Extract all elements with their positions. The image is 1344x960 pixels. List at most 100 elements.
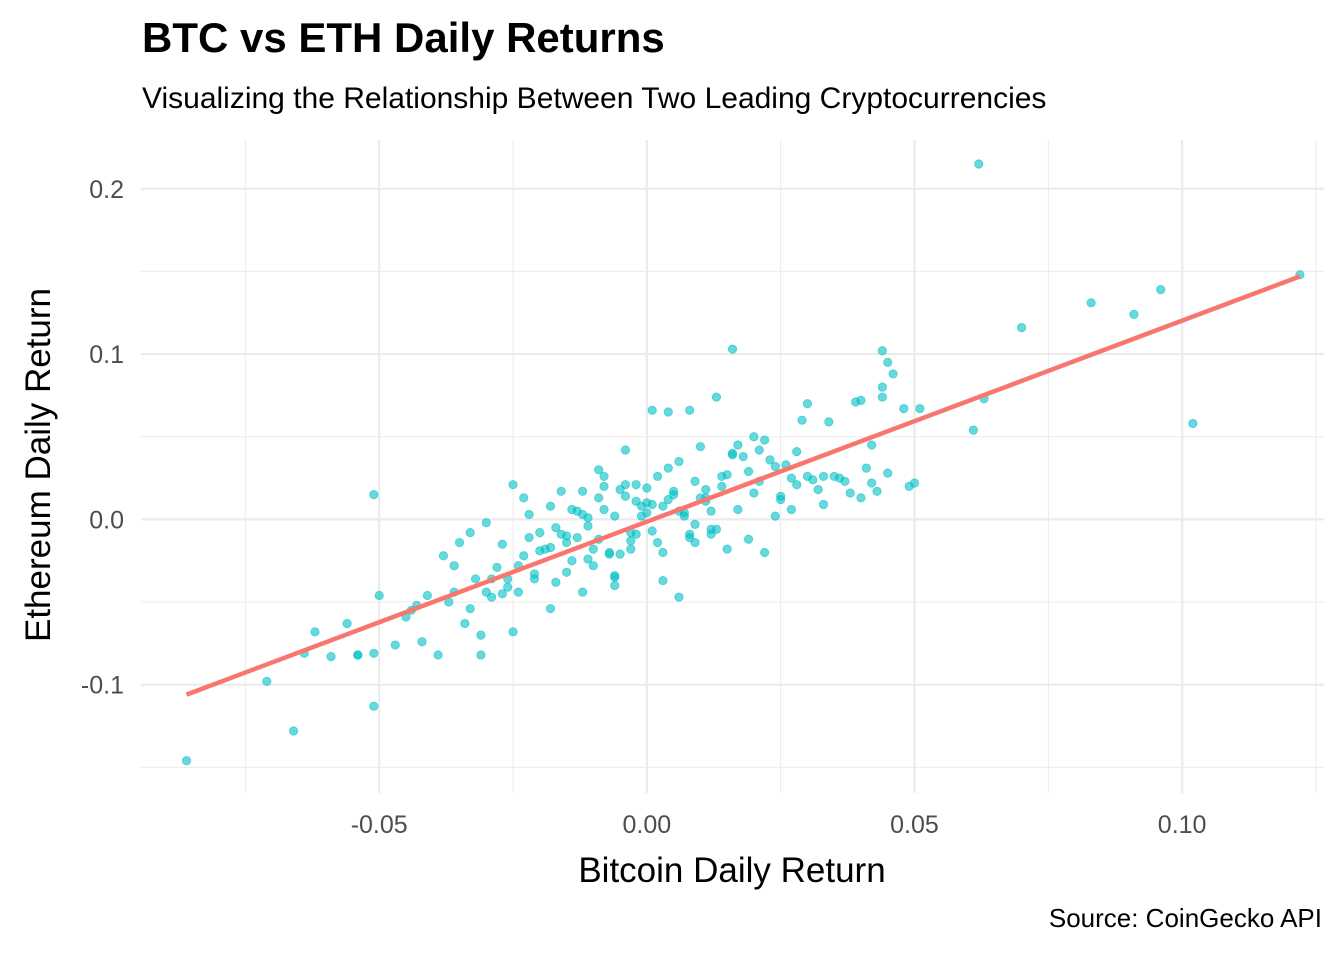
- x-axis-title: Bitcoin Daily Return: [578, 851, 885, 890]
- y-axis-ticks: -0.1 0.0 0.1 0.2: [81, 176, 124, 700]
- data-point: [877, 382, 887, 392]
- data-point: [685, 532, 695, 543]
- data-point: [465, 604, 475, 614]
- data-point: [620, 480, 631, 490]
- data-point: [508, 480, 518, 490]
- x-tick-label: 0.10: [1158, 811, 1207, 839]
- data-point: [743, 466, 754, 477]
- data-point: [513, 587, 523, 597]
- data-point: [342, 618, 352, 629]
- data-point: [765, 455, 775, 465]
- data-point: [834, 473, 845, 483]
- data-point: [583, 521, 593, 531]
- data-point: [476, 630, 486, 640]
- data-point: [647, 405, 657, 415]
- data-point: [583, 513, 593, 523]
- data-point: [658, 501, 668, 511]
- data-point: [433, 650, 443, 660]
- data-point: [390, 640, 400, 650]
- data-point: [727, 344, 738, 354]
- data-points: [181, 159, 1305, 766]
- data-point: [417, 637, 427, 647]
- data-point: [861, 463, 871, 473]
- data-point: [867, 478, 877, 488]
- data-point: [519, 493, 529, 503]
- data-point: [760, 547, 770, 558]
- data-point: [497, 539, 507, 549]
- data-point: [326, 652, 336, 662]
- data-point: [626, 544, 636, 554]
- data-point: [824, 417, 834, 427]
- data-point: [899, 404, 909, 414]
- chart-subtitle: Visualizing the Relationship Between Two…: [142, 82, 1047, 115]
- data-point: [631, 480, 641, 490]
- data-point: [588, 561, 598, 571]
- data-point: [615, 549, 625, 559]
- chart-title: BTC vs ETH Daily Returns: [142, 14, 665, 61]
- data-point: [915, 404, 925, 414]
- data-point: [642, 483, 652, 493]
- data-point: [727, 450, 738, 460]
- data-point: [353, 650, 363, 660]
- data-point: [717, 481, 727, 491]
- data-point: [262, 676, 272, 687]
- data-point: [631, 496, 641, 506]
- data-point: [181, 756, 192, 766]
- data-point: [802, 399, 813, 409]
- data-point: [561, 567, 572, 577]
- data-point: [599, 471, 609, 482]
- data-point: [652, 537, 663, 548]
- minor-gridlines: [141, 140, 1324, 793]
- data-point: [369, 701, 379, 711]
- data-point: [872, 486, 882, 496]
- data-point: [909, 478, 920, 488]
- data-point: [867, 440, 877, 450]
- y-tick-label: 0.1: [89, 341, 124, 369]
- data-point: [968, 425, 978, 435]
- data-point: [658, 575, 668, 586]
- data-point: [711, 392, 722, 402]
- data-point: [733, 504, 743, 515]
- chart-caption: Source: CoinGecko API: [1048, 903, 1322, 933]
- data-point: [492, 562, 502, 572]
- data-point: [567, 556, 577, 566]
- data-point: [599, 481, 609, 491]
- data-point: [974, 159, 984, 169]
- data-point: [877, 346, 887, 356]
- data-point: [797, 415, 807, 425]
- data-point: [722, 544, 732, 554]
- y-tick-label: -0.1: [81, 672, 124, 700]
- data-point: [792, 480, 802, 490]
- data-point: [487, 592, 497, 602]
- data-point: [743, 534, 754, 544]
- data-point: [524, 532, 534, 543]
- data-point: [465, 528, 475, 538]
- data-point: [551, 523, 561, 533]
- data-point: [802, 471, 813, 482]
- data-point: [652, 471, 663, 482]
- data-point: [856, 493, 866, 503]
- data-point: [813, 485, 823, 495]
- data-point: [545, 501, 556, 511]
- data-point: [1129, 309, 1139, 320]
- data-point: [647, 526, 657, 536]
- data-point: [578, 587, 588, 597]
- data-point: [572, 532, 582, 543]
- data-point: [545, 542, 556, 553]
- data-point: [535, 528, 545, 538]
- data-point: [706, 506, 716, 516]
- data-point: [1156, 285, 1166, 295]
- data-point: [818, 471, 829, 482]
- data-point: [449, 561, 459, 571]
- data-point: [818, 499, 829, 510]
- data-point: [288, 726, 299, 736]
- data-point: [567, 504, 577, 515]
- data-point: [551, 577, 561, 587]
- data-point: [610, 572, 620, 582]
- data-point: [631, 529, 641, 539]
- data-point: [760, 435, 770, 445]
- data-point: [738, 451, 748, 462]
- data-point: [706, 529, 716, 539]
- data-point: [508, 627, 518, 637]
